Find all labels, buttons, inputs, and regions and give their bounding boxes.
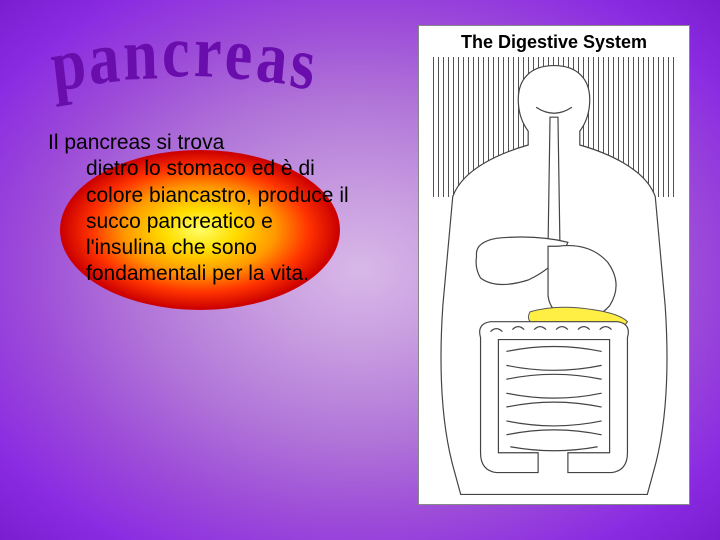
title-char: n bbox=[122, 12, 163, 99]
title-char: a bbox=[86, 15, 127, 104]
digestive-system-diagram: The Digestive System bbox=[418, 25, 690, 505]
anatomy-svg bbox=[419, 57, 689, 503]
title-char: c bbox=[162, 10, 194, 95]
body-text-line1: Il pancreas si trova bbox=[48, 130, 358, 156]
title-char: r bbox=[192, 10, 226, 96]
diagram-title: The Digestive System bbox=[419, 26, 689, 57]
body-text-region: Il pancreas si trova dietro lo stomaco e… bbox=[48, 130, 358, 288]
diagram-body bbox=[419, 57, 689, 503]
body-text-rest: dietro lo stomaco ed è di colore biancas… bbox=[48, 156, 358, 287]
wordart-title: pancreas bbox=[50, 13, 320, 98]
esophagus-outline bbox=[548, 117, 560, 246]
slide: pancreas Il pancreas si trova dietro lo … bbox=[0, 0, 720, 540]
